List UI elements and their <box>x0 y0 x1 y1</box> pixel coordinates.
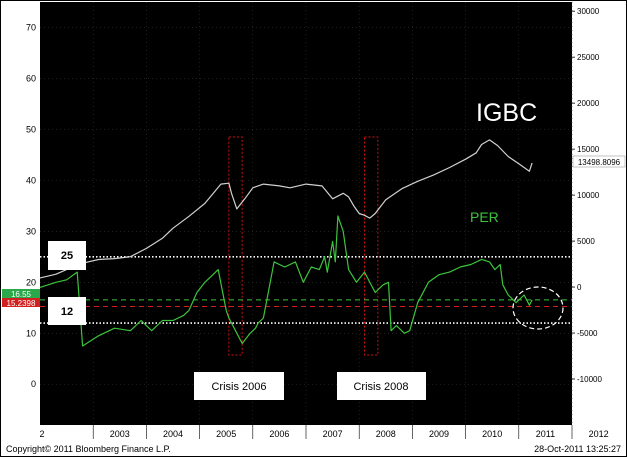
igbc-label: IGBC <box>476 99 537 127</box>
series-layer <box>39 139 533 347</box>
crisis-boxes <box>228 136 379 356</box>
right-tick-label: -10000 <box>577 375 602 384</box>
per-value-text: 16.55 <box>11 290 32 299</box>
series-line-igbc <box>39 139 533 279</box>
label-25: 25 <box>61 250 73 262</box>
series-line-per <box>39 215 533 347</box>
right-tick-label: 5000 <box>577 237 595 246</box>
grid-lines <box>40 2 573 425</box>
label-12: 12 <box>61 306 73 318</box>
right-tick-label: 10000 <box>577 191 600 200</box>
x-axis: 2 2003 2004 2005 2006 2007 2008 2009 2010 2011 201… <box>39 425 609 439</box>
left-tick-label: 30 <box>26 226 36 236</box>
x-tick-label: 2008 <box>376 429 396 439</box>
labels-layer: IGBC PER 25 12 Crisis 2006 Crisis 2008 1… <box>2 99 626 454</box>
x-tick-label: 2007 <box>323 429 343 439</box>
crisis-period-box <box>228 136 243 356</box>
x-tick-label: 2011 <box>536 429 555 439</box>
copyright-text: Copyright© 2011 Bloomberg Finance L.P. <box>6 444 171 454</box>
left-tick-label: 50 <box>26 124 36 134</box>
left-tick-label: 0 <box>31 379 36 389</box>
left-tick-label: 40 <box>26 175 36 185</box>
crisis-2006-label: Crisis 2006 <box>211 381 266 393</box>
right-y-axis: 30000 25000 20000 15000 10000 5000 0 -5000 -1000… <box>572 7 602 384</box>
x-tick-label: 2003 <box>110 429 130 439</box>
date-stamp: 28-Oct-2011 13:25:27 <box>534 444 621 454</box>
x-tick-label: 2006 <box>269 429 289 439</box>
label-25-box <box>48 241 86 270</box>
left-tick-label: 20 <box>26 277 36 287</box>
crisis-period-box <box>364 136 379 356</box>
right-tick-label: 0 <box>577 283 582 292</box>
x-tick-label: 2009 <box>429 429 449 439</box>
x-tick-label: 2004 <box>163 429 183 439</box>
left-y-axis: 0 10 20 30 40 50 60 70 <box>26 22 36 389</box>
per-value-badge <box>2 289 40 298</box>
per-label: PER <box>470 209 499 225</box>
label-12-box <box>48 297 86 325</box>
x-tick-label: 2005 <box>216 429 236 439</box>
crisis-2008-box <box>337 372 426 400</box>
red-value-text: 15.2398 <box>7 299 36 308</box>
right-tick-label: 30000 <box>577 7 600 16</box>
x-tick-label: 2012 <box>589 429 609 439</box>
highlight-circle <box>512 286 564 330</box>
right-tick-label: -5000 <box>577 329 598 338</box>
right-tick-label: 25000 <box>577 53 600 62</box>
left-tick-label: 70 <box>26 22 36 32</box>
left-tick-label: 60 <box>26 73 36 83</box>
igbc-value-badge <box>572 155 626 168</box>
x-tick-label: 2 <box>39 429 44 439</box>
left-tick-label: 10 <box>26 328 36 338</box>
right-tick-label: 20000 <box>577 99 600 108</box>
right-tick-label: 15000 <box>577 145 600 154</box>
crisis-2006-box <box>194 372 284 400</box>
x-tick-label: 2010 <box>482 429 502 439</box>
igbc-value-text: 13498.8096 <box>578 158 621 167</box>
crisis-2008-label: Crisis 2008 <box>353 381 408 393</box>
red-value-badge <box>2 298 40 307</box>
